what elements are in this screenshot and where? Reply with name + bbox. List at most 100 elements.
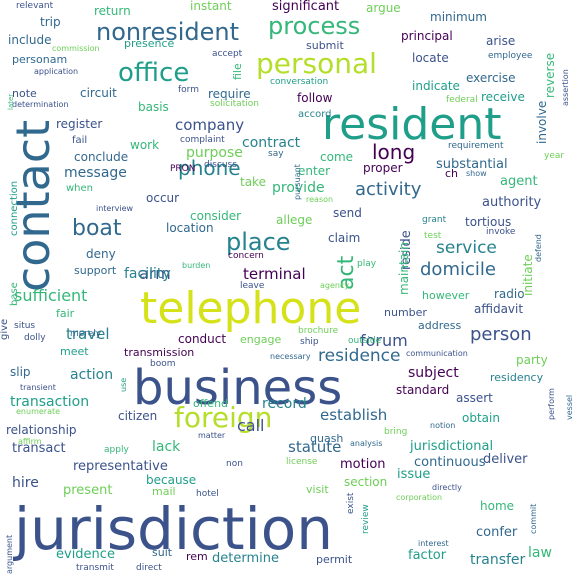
word: brochure: [298, 326, 339, 336]
word: standard: [396, 383, 450, 397]
word: send: [333, 206, 362, 220]
word: enter: [298, 164, 331, 178]
word: relationship: [6, 423, 77, 437]
word: principal: [401, 29, 453, 43]
word: ship: [300, 337, 319, 347]
word: PRON: [170, 164, 196, 174]
word: transmission: [124, 346, 195, 359]
word: discuss: [204, 160, 237, 170]
word: jurisdiction: [14, 495, 333, 563]
word: circuit: [80, 86, 117, 100]
word: contract: [242, 135, 301, 151]
word: accept: [212, 49, 243, 59]
word: lack: [152, 439, 181, 455]
word: review: [361, 504, 371, 534]
word: factor: [408, 548, 447, 563]
word: assertion: [561, 69, 570, 106]
word: exercise: [466, 71, 516, 85]
word: home: [480, 499, 515, 513]
word: show: [466, 169, 487, 178]
word: boat: [72, 216, 122, 241]
word: base: [9, 282, 20, 306]
word: terminal: [243, 265, 306, 283]
word: company: [175, 116, 245, 134]
word: hotel: [196, 489, 219, 499]
word: resident: [322, 99, 502, 150]
word: slip: [10, 365, 31, 379]
word: sufficient: [14, 286, 88, 305]
word: occur: [146, 191, 180, 205]
word: travel: [66, 325, 110, 343]
word: significant: [272, 0, 340, 14]
word: service: [436, 238, 497, 258]
word: instant: [190, 0, 232, 13]
word: office: [118, 58, 190, 88]
word: personal: [256, 47, 377, 80]
word: defend: [534, 234, 543, 262]
word: employee: [488, 51, 533, 61]
word: provide: [272, 180, 325, 196]
word: ch: [445, 167, 459, 180]
word: year: [544, 151, 565, 161]
word: purpose: [186, 145, 243, 161]
word: indicate: [412, 79, 460, 93]
word: arm: [139, 264, 171, 283]
word: locate: [412, 51, 449, 65]
word: permit: [316, 553, 353, 566]
word: meet: [60, 345, 89, 358]
word: action: [70, 367, 114, 383]
word: quash: [310, 432, 344, 445]
word: reverse: [543, 52, 557, 98]
word: when: [66, 183, 94, 194]
word: direct: [136, 563, 162, 573]
word: use: [119, 377, 128, 392]
word: application: [34, 67, 79, 76]
word: initiate: [521, 254, 535, 296]
word: commission: [52, 44, 100, 53]
word: party: [516, 353, 548, 367]
word: transaction: [10, 394, 90, 410]
word: note: [12, 87, 37, 100]
word: arise: [486, 34, 516, 48]
word: interview: [96, 204, 134, 213]
word: record: [262, 396, 307, 412]
word: matter: [198, 431, 226, 440]
word: maintain: [397, 242, 411, 295]
word: form: [178, 85, 199, 95]
word: tortious: [465, 215, 512, 229]
word: call: [237, 416, 265, 435]
word: transact: [12, 441, 66, 456]
word: invoke: [486, 227, 516, 237]
word: issue: [397, 467, 431, 482]
word: complaint: [180, 135, 225, 145]
word: determination: [12, 100, 69, 109]
word: analysis: [350, 439, 383, 448]
word: dolly: [24, 333, 46, 343]
word: license: [286, 457, 318, 467]
word: transient: [20, 383, 56, 392]
word: law: [528, 545, 552, 561]
word: citizen: [118, 409, 158, 423]
word: support: [74, 264, 117, 277]
word: number: [384, 306, 427, 319]
word: presence: [124, 37, 175, 50]
word: argue: [366, 1, 401, 15]
word: connection: [9, 180, 20, 236]
word: say: [268, 149, 284, 159]
word: claim: [328, 231, 361, 245]
word: consider: [190, 209, 242, 223]
word: location: [166, 221, 214, 235]
word: later: [7, 93, 15, 110]
word: fail: [72, 135, 88, 146]
word: engage: [240, 333, 282, 346]
word: establish: [320, 406, 388, 424]
word: mail: [152, 485, 176, 498]
word: corporation: [396, 493, 443, 502]
word: receive: [481, 90, 525, 104]
word: message: [64, 165, 127, 181]
word: substantial: [436, 157, 508, 172]
word: hire: [12, 475, 39, 491]
word: conclude: [74, 150, 129, 164]
word: visit: [306, 483, 329, 496]
word: subject: [408, 365, 459, 381]
